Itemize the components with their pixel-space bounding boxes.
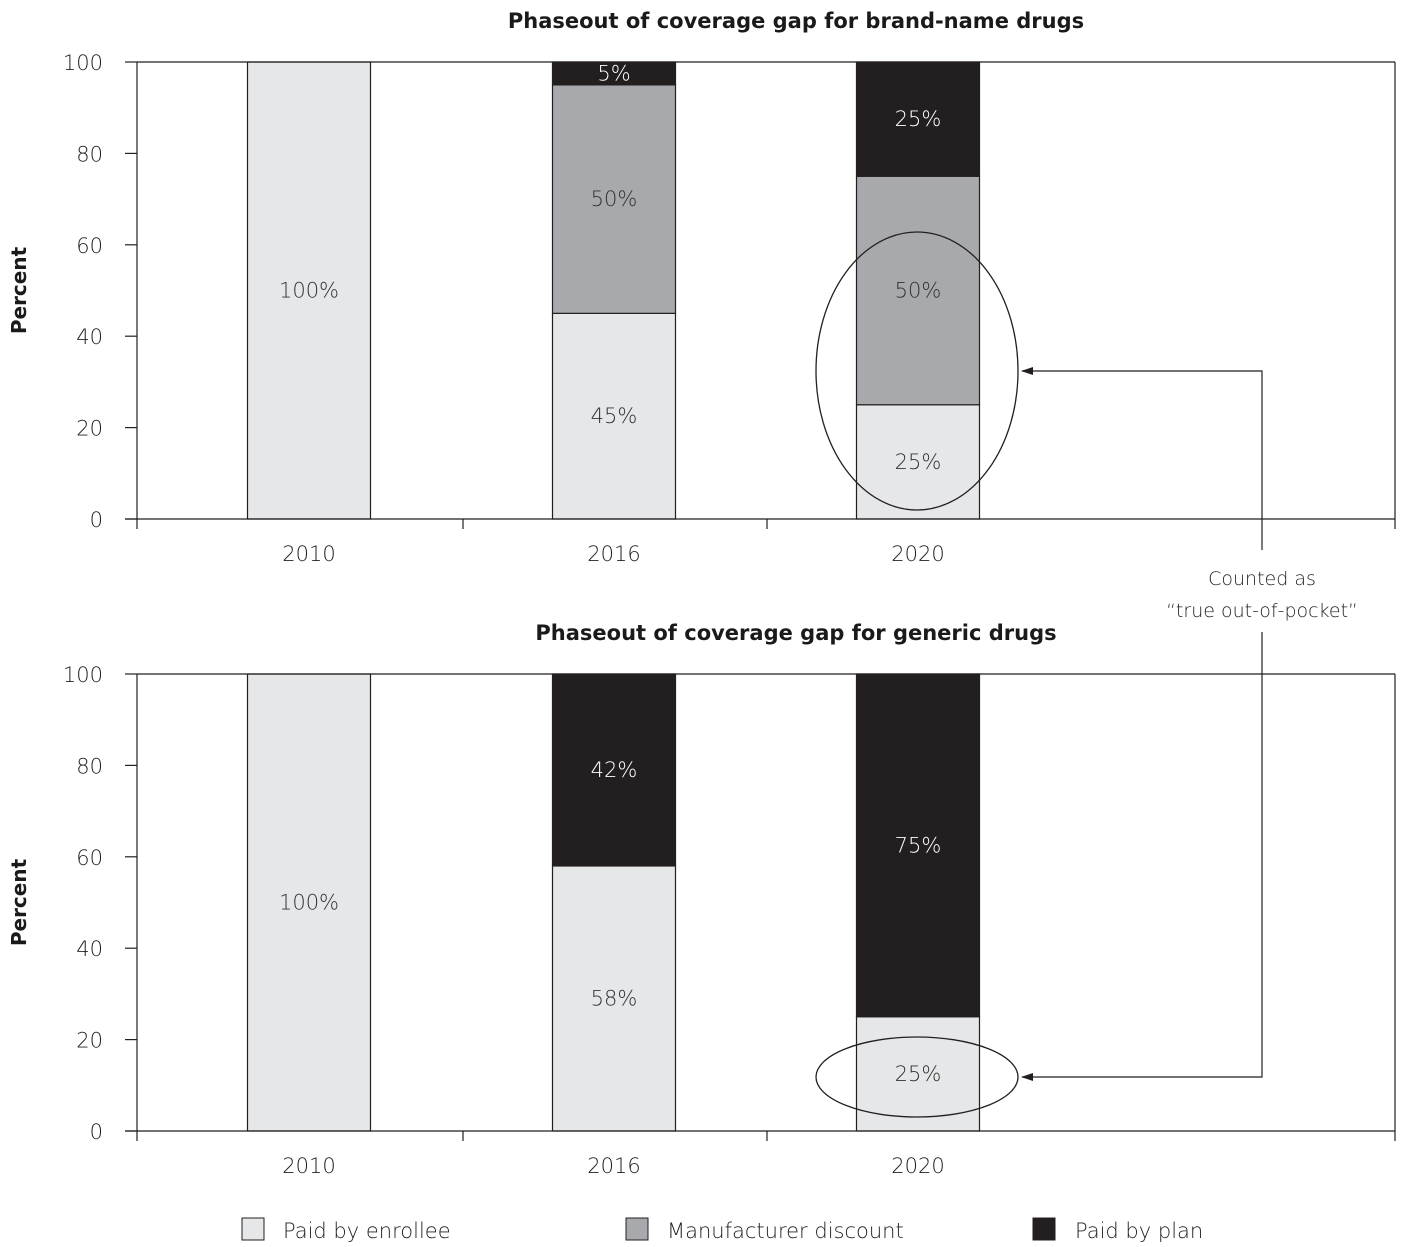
bar-label-2016-plan: 42% — [591, 758, 638, 782]
y-tick-label: 40 — [76, 325, 103, 349]
y-tick-label: 20 — [76, 417, 103, 441]
y-tick-label: 100 — [63, 51, 103, 75]
bar-label-2020-plan: 25% — [895, 107, 942, 131]
y-tick-label: 40 — [76, 937, 103, 961]
legend: Paid by enrollee Manufacturer discount P… — [241, 1217, 1203, 1243]
generic-arrow — [1021, 632, 1263, 1081]
y-tick-label: 100 — [63, 663, 103, 687]
x-tick-label: 2010 — [282, 1154, 335, 1178]
chart-title: Phaseout of coverage gap for generic dru… — [535, 621, 1056, 645]
bar-2010-enrollee — [246, 61, 372, 520]
y-tick-label: 60 — [76, 846, 103, 870]
chart-title: Phaseout of coverage gap for brand-name … — [508, 9, 1084, 33]
x-tick-label: 2016 — [587, 542, 640, 566]
y-axis-label: Percent — [7, 246, 31, 334]
generic-circle — [815, 1036, 1019, 1118]
bar-2020-enrollee — [855, 404, 981, 520]
y-tick-label: 20 — [76, 1029, 103, 1053]
bar-label-2020-enrollee: 25% — [895, 450, 942, 474]
bar-label-2020-manufacturer: 50% — [895, 279, 942, 303]
bar-label-2010-enrollee: 100% — [279, 891, 339, 915]
bar-label-2016-enrollee: 45% — [591, 404, 638, 428]
x-tick-label: 2010 — [282, 542, 335, 566]
bar-2016-plan — [551, 673, 677, 867]
x-tick-label: 2020 — [891, 1154, 944, 1178]
y-tick-label: 60 — [76, 234, 103, 258]
bar-2016-enrollee — [551, 312, 677, 520]
bar-2020-plan — [855, 673, 981, 1018]
bar-2020-enrollee — [855, 1016, 981, 1132]
y-tick-label: 0 — [90, 508, 103, 532]
bar-label-2016-enrollee: 58% — [591, 986, 638, 1010]
y-axis-label: Percent — [7, 858, 31, 946]
bar-label-2020-plan: 75% — [895, 833, 942, 857]
brand-name-panel: Phaseout of coverage gap for brand-name … — [7, 9, 1396, 566]
brand-circle — [815, 231, 1019, 511]
y-tick-label: 0 — [90, 1120, 103, 1144]
bar-2020-manufacturer — [855, 175, 981, 406]
bar-label-2020-enrollee: 25% — [895, 1062, 942, 1086]
legend-label-manufacturer: Manufacturer discount — [667, 1219, 904, 1243]
bar-label-2016-manufacturer: 50% — [591, 187, 638, 211]
annotation-line-1: Counted as — [1208, 568, 1316, 590]
x-tick-label: 2020 — [891, 542, 944, 566]
bar-2020-plan — [855, 61, 981, 177]
legend-swatch-plan — [1032, 1217, 1056, 1241]
bar-2010-enrollee — [246, 673, 372, 1132]
true-out-of-pocket-annotation: Counted as “true out-of-pocket” — [815, 231, 1358, 1118]
legend-label-plan: Paid by plan — [1075, 1219, 1203, 1243]
legend-swatch-manufacturer — [625, 1217, 649, 1241]
y-tick-label: 80 — [76, 142, 103, 166]
legend-label-enrollee: Paid by enrollee — [283, 1219, 451, 1243]
bar-label-2016-plan: 5% — [597, 61, 630, 85]
annotation-line-2: “true out-of-pocket” — [1166, 600, 1358, 622]
x-tick-label: 2016 — [587, 1154, 640, 1178]
y-tick-label: 80 — [76, 754, 103, 778]
bar-label-2010-enrollee: 100% — [279, 279, 339, 303]
legend-swatch-enrollee — [241, 1217, 265, 1241]
generic-panel: Phaseout of coverage gap for generic dru… — [7, 621, 1396, 1178]
brand-arrow — [1021, 367, 1263, 550]
